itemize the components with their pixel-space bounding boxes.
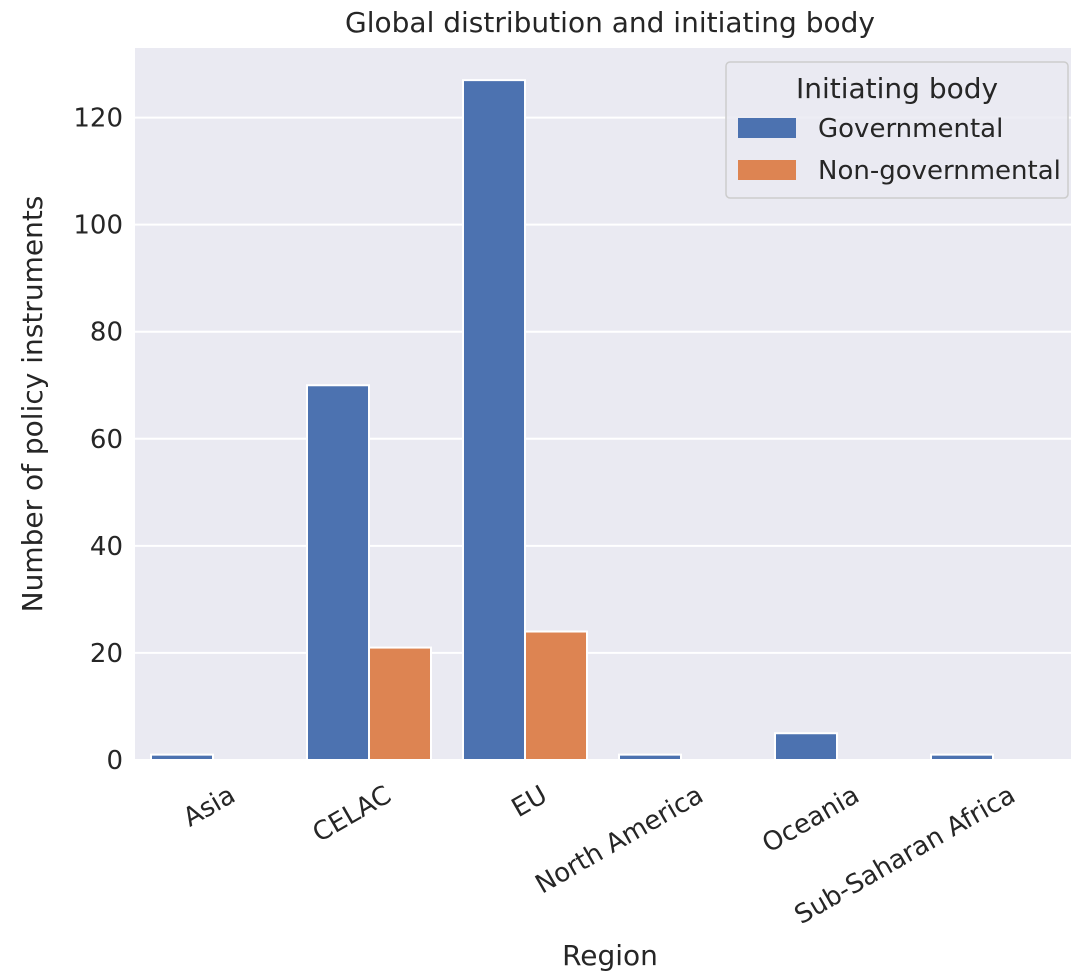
bar-non-governmental-eu (524, 630, 588, 761)
x-tick-label: Oceania (757, 780, 864, 859)
y-tick-label: 80 (90, 318, 123, 348)
bar-governmental-oceania (774, 732, 838, 762)
y-tick-label: 40 (90, 532, 123, 562)
chart-title: Global distribution and initiating body (345, 6, 875, 39)
bar-governmental-eu (462, 79, 526, 761)
bar-governmental-sub-saharan-africa (930, 753, 994, 761)
legend-swatch (738, 160, 796, 180)
x-tick-label: North America (530, 780, 708, 900)
x-tick-label: EU (507, 780, 553, 824)
legend-label: Governmental (818, 114, 1003, 144)
bar-governmental-north-america (618, 753, 682, 761)
y-tick-label: 100 (73, 211, 123, 241)
bar-governmental-asia (150, 753, 214, 761)
x-axis-label: Region (562, 939, 658, 972)
legend-swatch (738, 118, 796, 138)
legend: Initiating body Governmental Non-governme… (725, 61, 1069, 199)
legend-title: Initiating body (796, 72, 998, 105)
legend-label: Non-governmental (818, 156, 1061, 186)
y-axis-ticks: 0 20 40 60 80 100 120 (73, 104, 123, 776)
y-tick-label: 120 (73, 104, 123, 134)
legend-box (725, 61, 1069, 199)
y-axis-label: Number of policy instruments (16, 196, 49, 613)
y-tick-label: 20 (90, 639, 123, 669)
bars (150, 79, 994, 762)
y-tick-label: 60 (90, 425, 123, 455)
x-tick-label: CELAC (308, 780, 397, 849)
y-tick-label: 0 (106, 746, 123, 776)
bar-non-governmental-celac (368, 646, 432, 761)
bar-governmental-celac (306, 384, 370, 761)
x-tick-label: Asia (178, 780, 240, 833)
legend-items: Governmental Non-governmental (738, 114, 1061, 186)
